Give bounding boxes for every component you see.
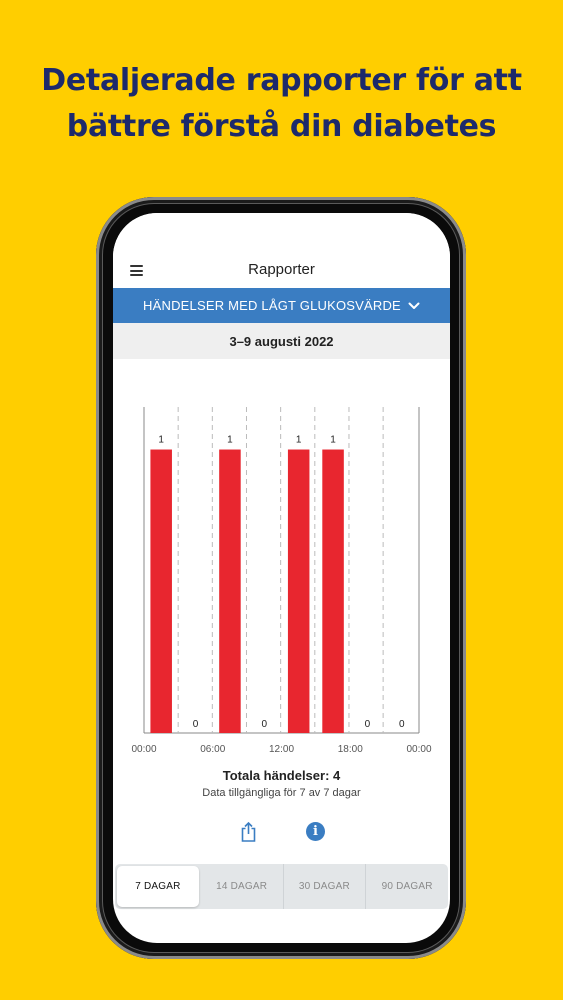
data-availability: Data tillgängliga för 7 av 7 dagar — [202, 787, 361, 799]
bar-value-label: 0 — [365, 719, 371, 730]
bar — [322, 449, 344, 733]
x-tick-label: 12:00 — [269, 744, 294, 755]
bar — [150, 449, 172, 733]
bar-value-label: 1 — [227, 435, 233, 446]
share-icon[interactable] — [240, 821, 257, 843]
tab-14-dagar[interactable]: 14 DAGAR — [216, 881, 268, 892]
headline-line-2: bättre förstå din diabetes — [66, 109, 497, 144]
period-tabs: 7 DAGAR 14 DAGAR 30 DAGAR 90 DAGAR — [115, 864, 448, 909]
bar-value-label: 0 — [193, 719, 199, 730]
bar-value-label: 1 — [158, 435, 164, 446]
phone-screen: Rapporter HÄNDELSER MED LÅGT GLUKOSVÄRDE… — [113, 213, 450, 943]
low-glucose-events-chart: 1 0 1 0 1 1 0 0 00:00 06:00 12:00 18:00 00:00 — [131, 407, 432, 755]
date-range: 3–9 augusti 2022 — [113, 323, 450, 359]
total-events: Totala händelser: 4 — [222, 768, 341, 783]
bar-value-label: 1 — [296, 435, 302, 446]
bar-value-label: 1 — [330, 435, 336, 446]
report-type-label: HÄNDELSER MED LÅGT GLUKOSVÄRDE — [143, 298, 401, 313]
marketing-headline: Detaljerade rapporter för att bättre för… — [0, 58, 563, 150]
tab-30-dagar[interactable]: 30 DAGAR — [282, 864, 366, 909]
app-bar: Rapporter — [113, 213, 450, 288]
bar — [287, 449, 310, 733]
tab-7-dagar[interactable]: 7 DAGAR — [117, 866, 199, 907]
info-glyph: i — [313, 824, 318, 839]
x-tick-label: 00:00 — [131, 744, 156, 755]
hamburger-menu-icon[interactable] — [130, 265, 143, 276]
x-tick-label: 18:00 — [338, 744, 363, 755]
x-tick-label: 00:00 — [406, 744, 431, 755]
bar — [219, 449, 241, 733]
headline-line-1: Detaljerade rapporter för att — [41, 63, 522, 98]
report-type-dropdown[interactable]: HÄNDELSER MED LÅGT GLUKOSVÄRDE — [113, 288, 450, 323]
tab-90-dagar[interactable]: 90 DAGAR — [365, 864, 448, 909]
x-tick-label: 06:00 — [200, 744, 225, 755]
chevron-down-icon — [408, 302, 420, 309]
bar-value-label: 0 — [399, 719, 405, 730]
info-icon[interactable]: i — [306, 822, 325, 841]
page-title: Rapporter — [248, 261, 315, 278]
bar-value-label: 0 — [262, 719, 268, 730]
